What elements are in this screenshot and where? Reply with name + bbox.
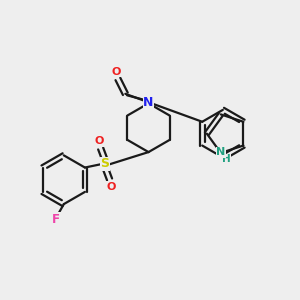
Text: N: N [216,147,225,157]
Text: O: O [94,136,104,146]
Text: S: S [100,158,109,170]
Text: F: F [52,213,60,226]
Text: O: O [106,182,116,192]
Text: N: N [143,96,154,109]
Text: O: O [112,67,121,76]
Text: H: H [222,154,230,164]
